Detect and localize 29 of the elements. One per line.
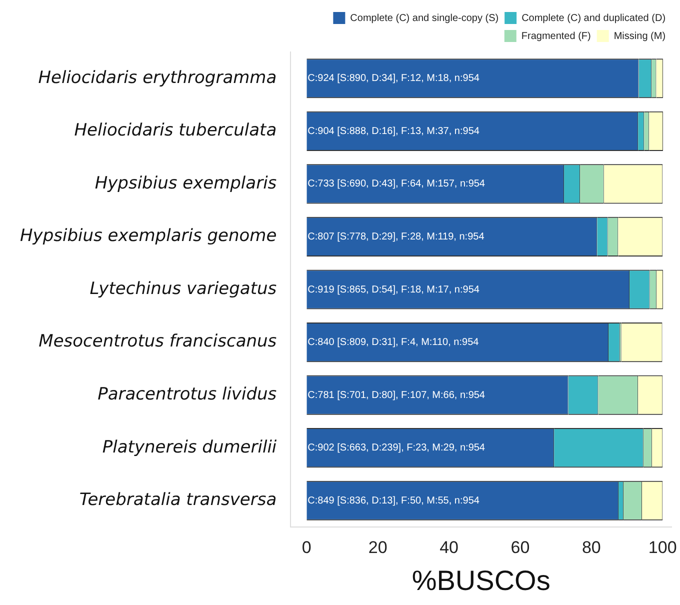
x-tick-label: 100 — [648, 538, 677, 557]
data-label: C:904 [S:888, D:16], F:13, M:37, n:954 — [308, 126, 480, 137]
y-tick-label: Hypsibius exemplaris genome — [20, 226, 277, 246]
x-tick-label: 0 — [302, 538, 312, 557]
y-tick-label: Lytechinus variegatus — [90, 278, 277, 299]
data-label: C:840 [S:809, D:31], F:4, M:110, n:954 — [308, 337, 480, 348]
legend-label: Missing (M) — [614, 30, 666, 42]
x-tick-label: 40 — [440, 538, 459, 557]
data-label: C:733 [S:690, D:43], F:64, M:157, n:954 — [308, 178, 486, 190]
y-tick-label: Paracentrotus lividus — [98, 384, 277, 404]
data-label: C:924 [S:890, D:34], F:12, M:18, n:954 — [308, 73, 480, 84]
legend-label: Complete (C) and duplicated (D) — [522, 12, 666, 24]
x-axis-title: %BUSCOs — [412, 564, 550, 596]
data-label: C:781 [S:701, D:80], F:107, M:66, n:954 — [308, 390, 486, 401]
legend-label: Fragmented (F) — [521, 30, 591, 42]
data-label: C:902 [S:663, D:239], F:23, M:29, n:954 — [308, 442, 486, 454]
data-label: C:919 [S:865, D:54], F:18, M:17, n:954 — [308, 284, 480, 296]
y-tick-label: Heliocidaris tuberculata — [74, 120, 277, 141]
y-tick-label: Platynereis dumerilii — [102, 437, 277, 458]
x-tick-label: 20 — [368, 538, 388, 557]
y-tick-label: Heliocidaris erythrogramma — [38, 68, 277, 88]
y-tick-label: Hypsibius exemplaris — [94, 173, 277, 194]
data-label: C:849 [S:836, D:13], F:50, M:55, n:954 — [308, 495, 480, 506]
y-tick-label: Mesocentrotus franciscanus — [38, 332, 277, 352]
x-tick-label: 60 — [510, 538, 530, 557]
data-label: C:807 [S:778, D:29], F:28, M:119, n:954 — [308, 231, 485, 242]
legend-label: Complete (C) and single-copy (S) — [350, 12, 499, 24]
y-tick-label: Terebratalia transversa — [79, 490, 277, 510]
x-tick-label: 80 — [582, 538, 601, 557]
